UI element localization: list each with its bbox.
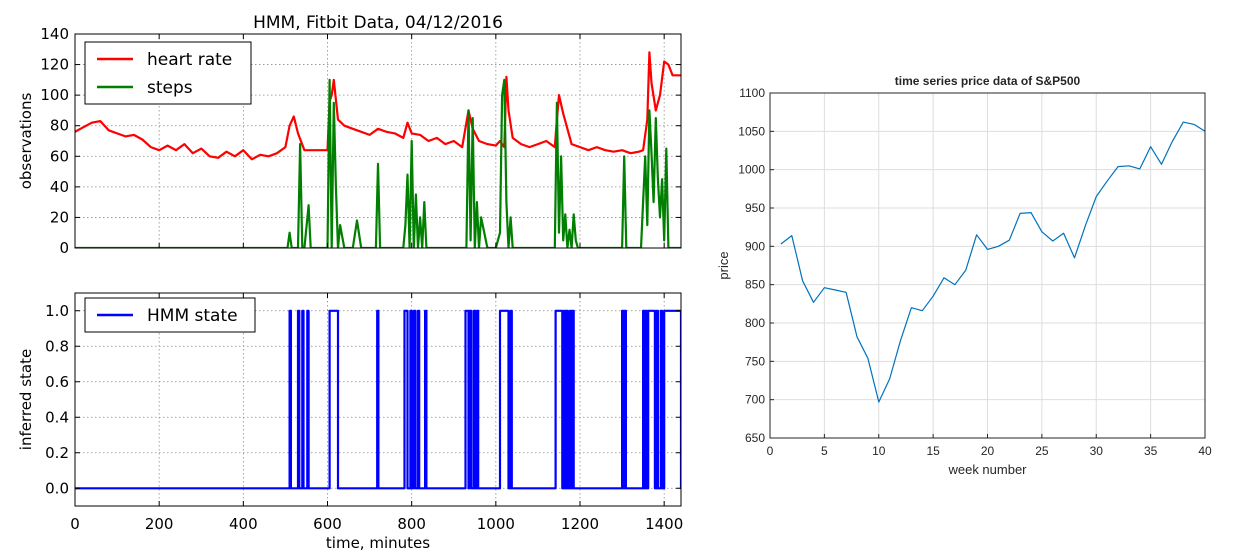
series-line-heart-rate: [75, 51, 681, 161]
y-tick-label: 1.0: [45, 302, 69, 320]
y-tick-label: 950: [745, 201, 765, 215]
axes-frame: [74, 33, 682, 249]
y-tick-label: 0.0: [45, 479, 69, 497]
y-axis-label: inferred state: [17, 349, 35, 450]
x-tick-label: 30: [1090, 444, 1104, 458]
y-tick-label: 900: [745, 239, 765, 253]
x-tick-label: 0: [70, 515, 80, 533]
x-tick-label: 40: [1198, 444, 1212, 458]
x-tick-label: 15: [926, 444, 940, 458]
legend-label: HMM state: [147, 306, 238, 326]
y-tick-label: 0.4: [45, 408, 69, 426]
y-axis-label: observations: [17, 93, 35, 190]
y-tick-label: 120: [40, 56, 69, 74]
x-axis-label: week number: [947, 462, 1027, 477]
y-tick-label: 1000: [738, 163, 765, 177]
y-tick-label: 0.8: [45, 337, 69, 355]
x-tick-label: 800: [397, 515, 426, 533]
axes-frame: [74, 292, 682, 507]
series-line-steps: [75, 78, 681, 248]
x-tick-label: 5: [821, 444, 828, 458]
chart-hmm-state: 0 200 400 600 800 1000 1200 1400 0.0 0.2 0.4 0.6 0.8…: [17, 292, 683, 552]
x-tick-label: 200: [145, 515, 174, 533]
y-tick-label: 850: [745, 278, 765, 292]
x-axis-label: time, minutes: [326, 534, 430, 552]
series-line-price: [780, 121, 1206, 403]
y-tick-label: 1050: [738, 124, 765, 138]
y-tick-label: 100: [40, 86, 69, 104]
x-tick-label: 400: [229, 515, 258, 533]
y-tick-label: 1100: [739, 86, 765, 100]
x-tick-label: 10: [872, 444, 886, 458]
legend-box: [84, 41, 252, 105]
y-tick-label: 140: [40, 25, 69, 43]
chart-title: time series price data of S&P500: [895, 74, 1081, 88]
chart-title: HMM, Fitbit Data, 04/12/2016: [253, 13, 503, 33]
x-tick-label: 600: [313, 515, 342, 533]
y-axis-label: price: [716, 251, 731, 279]
x-tick-label: 25: [1035, 444, 1049, 458]
x-tick-label: 1200: [561, 515, 599, 533]
x-tick-label: 1000: [477, 515, 515, 533]
y-tick-label: 0.2: [45, 444, 69, 462]
y-tick-label: 60: [50, 147, 69, 165]
chart-sp500-price: 0 5 10 15 20 25 30 35 40 650 700 750 800 850 900 950 100…: [716, 74, 1212, 477]
y-tick-label: 750: [745, 354, 765, 368]
y-tick-label: 80: [50, 117, 69, 135]
y-tick-label: 700: [745, 393, 765, 407]
x-tick-label: 20: [981, 444, 995, 458]
legend-label: steps: [147, 78, 193, 98]
chart-fitbit-observations: 0 20 40 60 80 100 120 140 HMM, Fitbit Data, 04/1…: [17, 13, 682, 257]
series-line-HMM-state: [75, 309, 681, 490]
y-tick-label: 0.6: [45, 373, 69, 391]
x-tick-label: 1400: [645, 515, 683, 533]
y-tick-label: 20: [50, 208, 69, 226]
x-tick-label: 0: [767, 444, 774, 458]
y-tick-label: 800: [745, 316, 765, 330]
y-tick-label: 650: [745, 431, 765, 445]
y-tick-label: 40: [50, 178, 69, 196]
x-tick-label: 35: [1144, 444, 1158, 458]
legend-label: heart rate: [147, 50, 232, 70]
y-tick-label: 0: [59, 239, 69, 257]
